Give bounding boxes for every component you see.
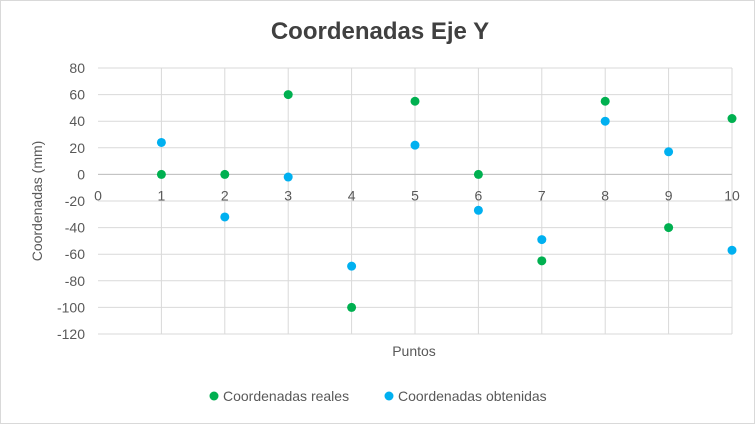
obtained-point: [537, 235, 547, 245]
x-tick-label: 3: [284, 187, 292, 203]
obtained-point: [410, 140, 420, 150]
x-tick-label: 5: [411, 187, 419, 203]
y-tick-label: -60: [65, 246, 85, 262]
real-point: [156, 169, 166, 179]
legend-entry[interactable]: Coordenadas obtenidas: [384, 388, 547, 404]
real-point: [220, 169, 230, 179]
x-tick-label: 2: [221, 187, 229, 203]
data-points: [156, 90, 737, 312]
chart-title: Coordenadas Eje Y: [271, 18, 489, 45]
real-point: [600, 96, 610, 106]
legend-label: Coordenadas reales: [223, 388, 349, 404]
legend[interactable]: Coordenadas reales Coordenadas obtenidas: [209, 388, 547, 404]
legend-label: Coordenadas obtenidas: [398, 388, 547, 404]
real-point: [664, 223, 674, 233]
y-tick-label: 80: [69, 60, 85, 76]
obtained-point: [283, 172, 293, 182]
real-point: [537, 256, 547, 266]
real-point: [410, 96, 420, 106]
x-tick-label: 0: [94, 187, 102, 203]
obtained-point: [664, 147, 674, 157]
x-tick-label: 7: [538, 187, 546, 203]
x-axis-label: Puntos: [392, 343, 436, 359]
x-tick-label: 6: [475, 187, 483, 203]
obtained-point: [220, 212, 230, 222]
obtained-point: [473, 205, 483, 215]
obtained-point: [347, 261, 357, 271]
legend-marker: [384, 391, 394, 401]
y-tick-label: 20: [69, 140, 85, 156]
x-tick-label: 8: [601, 187, 609, 203]
real-point: [283, 90, 293, 100]
obtained-point: [156, 137, 166, 147]
y-tick-label: 60: [69, 87, 85, 103]
x-tick-label: 9: [665, 187, 673, 203]
y-tick-label: -100: [57, 299, 85, 315]
y-tick-label: -40: [65, 220, 85, 236]
y-tick-label: 0: [77, 166, 85, 182]
real-point: [727, 114, 737, 124]
y-axis-label: Coordenadas (mm): [29, 141, 45, 262]
axes: 80 60 40 20 0 -20 -40 -60 -80 -100 -120 0 1 2 3 4 5 6 7 8 9 1…: [57, 60, 740, 342]
real-point: [347, 302, 357, 312]
legend-entry[interactable]: Coordenadas reales: [209, 388, 350, 404]
real-point: [473, 169, 483, 179]
x-tick-label: 4: [348, 187, 356, 203]
x-tick-label: 1: [158, 187, 166, 203]
x-tick-label: 10: [724, 187, 740, 203]
y-tick-label: 40: [69, 113, 85, 129]
y-tick-label: -20: [65, 193, 85, 209]
legend-marker: [209, 391, 219, 401]
y-tick-label: -80: [65, 273, 85, 289]
obtained-point: [600, 116, 610, 126]
y-tick-label: -120: [57, 326, 85, 342]
obtained-point: [727, 245, 737, 255]
